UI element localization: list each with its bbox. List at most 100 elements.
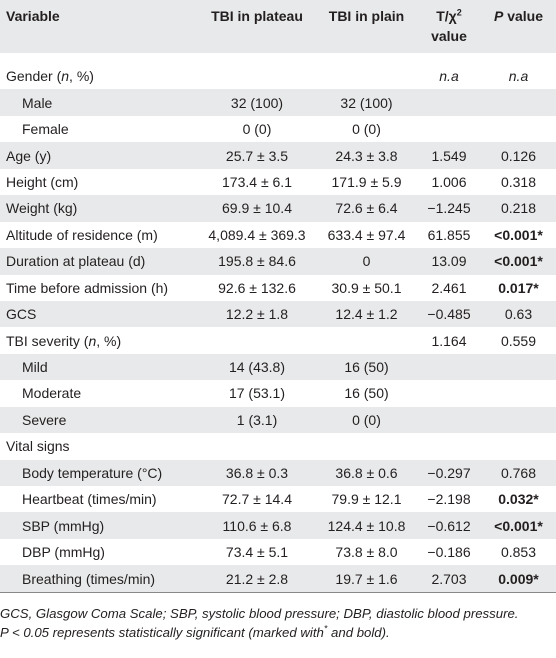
header-spacer-row — [0, 53, 556, 63]
cell-variable: Breathing (times/min) — [0, 565, 198, 593]
cell-plateau: 195.8 ± 84.6 — [198, 248, 316, 275]
cell-p-value: <0.001* — [481, 248, 556, 275]
cell-stat: 2.461 — [431, 279, 467, 296]
table-row: Severe 1 (3.1) 0 (0) — [0, 406, 556, 434]
cell-plain: 16 (50) — [344, 385, 389, 402]
variable-label: Female — [22, 121, 69, 138]
cell-plain: 32 (100) — [316, 89, 417, 116]
table-row: GCS 12.2 ± 1.8 12.4 ± 1.2 −0.485 0.63 — [0, 300, 556, 328]
table-row: Heartbeat (times/min) 72.7 ± 14.4 79.9 ± 1… — [0, 486, 556, 512]
cell-p-value — [481, 380, 556, 406]
table-row: Time before admission (h) 92.6 ± 132.6 30.… — [0, 275, 556, 301]
cell-p-value: 0.017* — [498, 279, 539, 296]
cell-variable: Body temperature (°C) — [0, 459, 198, 486]
cell-p-value — [481, 89, 556, 116]
cell-p-value: 0.126 — [481, 142, 556, 169]
col-header-variable: Variable — [0, 0, 198, 53]
cell-variable: Age (y) — [0, 142, 198, 169]
cell-plain: 79.9 ± 12.1 — [331, 491, 402, 508]
cell-variable: Vital signs — [0, 433, 198, 459]
cell-stat — [417, 433, 481, 459]
table-row: DBP (mmHg) 73.4 ± 5.1 73.8 ± 8.0 −0.186 0.85… — [0, 539, 556, 565]
table-container: Variable TBI in plateau TBI in plain T/χ… — [0, 0, 556, 593]
p-italic: P — [493, 8, 504, 24]
cell-stat: 1.164 — [431, 332, 467, 349]
variable-label: DBP (mmHg) — [22, 544, 105, 561]
cell-stat: 1.549 — [417, 142, 481, 169]
cell-p-value: <0.001* — [481, 512, 556, 539]
stat-label: T/χ — [436, 8, 457, 24]
table-row: Female 0 (0) 0 (0) — [0, 116, 556, 142]
variable-label: Gender ( — [6, 68, 62, 85]
cell-plateau: 69.9 ± 10.4 — [198, 195, 316, 222]
cell-plateau: 36.8 ± 0.3 — [198, 459, 316, 486]
data-table: Variable TBI in plateau TBI in plain T/χ… — [0, 0, 556, 593]
cell-plain: 73.8 ± 8.0 — [335, 544, 398, 561]
spacer-cell — [481, 53, 556, 63]
cell-stat — [417, 406, 481, 434]
cell-variable: Time before admission (h) — [0, 275, 198, 301]
variable-label: GCS — [6, 306, 37, 323]
cell-p-value: 0.853 — [500, 544, 537, 561]
footnote-line2-post: and bold). — [327, 625, 390, 640]
cell-p-value: 0.768 — [481, 459, 556, 486]
cell-plateau: 110.6 ± 6.8 — [198, 512, 316, 539]
cell-stat: −0.297 — [417, 459, 481, 486]
col-header-plateau: TBI in plateau — [198, 0, 316, 53]
cell-plain: 124.4 ± 10.8 — [316, 512, 417, 539]
footnote-line2: P < 0.05 represents statistically signif… — [0, 623, 556, 642]
variable-label: Heartbeat (times/min) — [22, 491, 157, 508]
table-row: Height (cm) 173.4 ± 6.1 171.9 ± 5.9 1.006 0.… — [0, 169, 556, 195]
cell-plateau — [198, 327, 316, 353]
spacer-cell — [417, 53, 481, 63]
cell-stat: n.a — [439, 68, 459, 85]
variable-label: Severe — [22, 411, 67, 428]
footnote-line2-pre: P < 0.05 represents statistically signif… — [0, 625, 324, 640]
col-header-stat: T/χ2 value — [417, 0, 481, 53]
table-row: Male 32 (100) 32 (100) — [0, 89, 556, 116]
table-row: Altitude of residence (m) 4,089.4 ± 369.3… — [0, 222, 556, 248]
cell-variable: Heartbeat (times/min) — [0, 486, 198, 512]
cell-p-value — [481, 353, 556, 381]
col-header-plain: TBI in plain — [316, 0, 417, 53]
cell-plain: 16 (50) — [316, 353, 417, 381]
cell-stat: −0.612 — [417, 512, 481, 539]
variable-label: SBP (mmHg) — [22, 517, 105, 534]
footnote-line1: GCS, Glasgow Coma Scale; SBP, systolic b… — [0, 606, 519, 621]
variable-label-rest: , %) — [69, 68, 94, 85]
table-row: SBP (mmHg) 110.6 ± 6.8 124.4 ± 10.8 −0.612 <… — [0, 512, 556, 539]
cell-plain: 30.9 ± 50.1 — [331, 279, 402, 296]
cell-p-value: 0.009* — [481, 565, 556, 593]
table-row: Vital signs — [0, 433, 556, 459]
table-row: Breathing (times/min) 21.2 ± 2.8 19.7 ± 1.… — [0, 565, 556, 593]
variable-label: Weight (kg) — [6, 200, 78, 217]
cell-plain — [316, 433, 417, 459]
cell-variable: Height (cm) — [0, 169, 198, 195]
table-header: Variable TBI in plateau TBI in plain T/χ… — [0, 0, 556, 53]
cell-stat: 2.703 — [417, 565, 481, 593]
cell-plateau: 1 (3.1) — [198, 406, 316, 434]
cell-p-value: <0.001* — [494, 226, 543, 243]
cell-stat: −0.485 — [417, 300, 481, 328]
table-row: Duration at plateau (d) 195.8 ± 84.6 0 13.0… — [0, 248, 556, 275]
cell-plateau — [198, 433, 316, 459]
cell-plateau — [198, 63, 316, 89]
variable-label-rest: , %) — [96, 332, 122, 349]
cell-variable: Weight (kg) — [0, 195, 198, 222]
cell-stat — [417, 353, 481, 381]
cell-stat: −2.198 — [427, 491, 471, 508]
cell-plain: 24.3 ± 3.8 — [316, 142, 417, 169]
cell-p-value — [481, 406, 556, 434]
cell-plateau: 17 (53.1) — [228, 385, 286, 402]
cell-plateau: 73.4 ± 5.1 — [225, 544, 289, 561]
variable-label: Mild — [22, 359, 48, 376]
variable-label: TBI severity ( — [6, 332, 89, 349]
cell-plain — [316, 63, 417, 89]
table-footnote: GCS, Glasgow Coma Scale; SBP, systolic b… — [0, 604, 556, 642]
cell-plateau: 4,089.4 ± 369.3 — [208, 226, 306, 243]
table-row: Moderate 17 (53.1) 16 (50) — [0, 380, 556, 406]
col-header-p: P value — [481, 0, 556, 53]
stat-superscript: 2 — [456, 7, 462, 18]
cell-stat — [417, 380, 481, 406]
cell-stat: −0.186 — [427, 544, 471, 561]
